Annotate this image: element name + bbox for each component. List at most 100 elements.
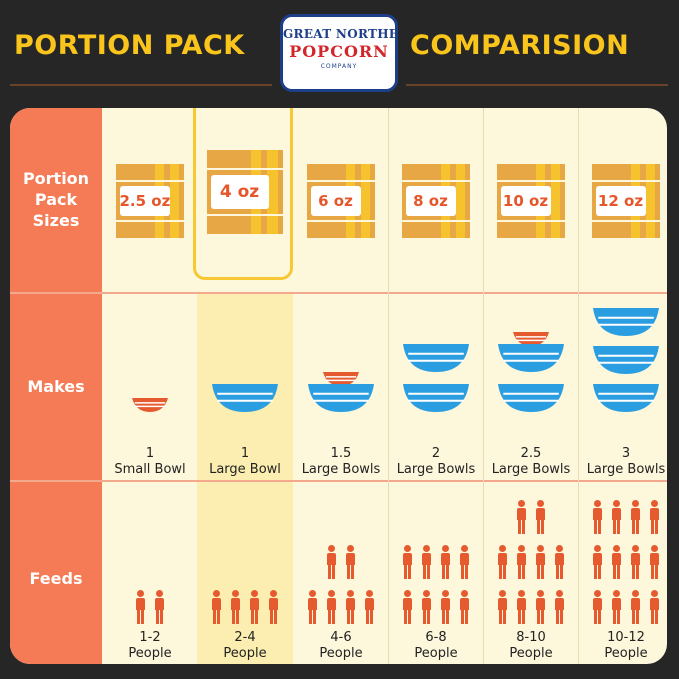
row-divider <box>10 480 667 482</box>
person-body <box>230 598 240 610</box>
person-leg <box>498 609 502 624</box>
person-head <box>517 500 525 507</box>
person-body <box>535 508 545 520</box>
title-left: PORTION PACK <box>14 30 245 61</box>
row-label-sidebar: Portion Pack Sizes Makes Feeds <box>10 108 102 664</box>
makes-caption: 1 Small Bowl <box>102 446 198 478</box>
person-icon <box>649 590 659 624</box>
person-leg <box>521 519 525 534</box>
person-head <box>403 590 411 597</box>
portion-pack: 10 oz <box>496 164 565 238</box>
person-icon <box>211 590 221 624</box>
person-body <box>249 598 259 610</box>
makes-caption: 1 Large Bowl <box>197 446 293 478</box>
person-leg <box>155 609 159 624</box>
title-right: COMPARISION <box>410 30 630 61</box>
person-icon <box>497 590 507 624</box>
person-leg <box>612 564 616 579</box>
decorative-line <box>406 84 668 86</box>
person-head <box>231 590 239 597</box>
feeds-count: 1-2 <box>139 630 161 645</box>
person-leg <box>517 519 521 534</box>
person-icon <box>649 545 659 579</box>
header: PORTION PACK GREAT NORTHERN POPCORN COMP… <box>0 0 679 100</box>
column-divider <box>578 108 579 664</box>
person-head <box>269 590 277 597</box>
row-label-makes: Makes <box>27 377 85 396</box>
person-leg <box>441 609 445 624</box>
person-head <box>327 590 335 597</box>
pack-seam <box>306 220 375 223</box>
pack-seam <box>206 168 283 171</box>
makes-caption: 3 Large Bowls <box>578 446 667 478</box>
person-leg <box>350 609 354 624</box>
feeds-caption: 2-4 People <box>197 630 293 662</box>
person-leg <box>403 564 407 579</box>
logo-line-2: POPCORN <box>289 42 389 61</box>
person-leg <box>650 564 654 579</box>
pack-size-label: 2.5 oz <box>119 186 170 216</box>
person-leg <box>445 609 449 624</box>
person-leg <box>650 609 654 624</box>
person-leg <box>327 609 331 624</box>
pack-seam <box>591 180 660 183</box>
person-leg <box>331 609 335 624</box>
person-leg <box>269 609 273 624</box>
person-leg <box>250 609 254 624</box>
person-body <box>459 598 469 610</box>
person-leg <box>365 609 369 624</box>
bowl-unit: Large Bowls <box>491 462 571 477</box>
small-bowl <box>322 372 359 386</box>
person-leg <box>517 609 521 624</box>
person-body <box>440 598 450 610</box>
person-body <box>649 553 659 565</box>
person-icon <box>611 500 621 534</box>
person-leg <box>460 564 464 579</box>
large-bowl <box>211 384 278 412</box>
feeds-unit: People <box>414 646 458 661</box>
large-bowl <box>402 344 469 372</box>
person-icon <box>402 590 412 624</box>
feeds-count: 8-10 <box>516 630 546 645</box>
person-head <box>327 545 335 552</box>
person-body <box>326 598 336 610</box>
person-leg <box>231 609 235 624</box>
person-icon <box>364 590 374 624</box>
person-head <box>498 545 506 552</box>
person-icon <box>516 545 526 579</box>
person-icon <box>592 545 602 579</box>
person-icon <box>421 590 431 624</box>
person-icon <box>440 545 450 579</box>
person-leg <box>559 564 563 579</box>
person-leg <box>654 564 658 579</box>
person-icon <box>535 545 545 579</box>
person-body <box>649 598 659 610</box>
person-body <box>630 553 640 565</box>
brand-logo: GREAT NORTHERN POPCORN COMPANY <box>280 14 398 92</box>
makes-caption: 2.5 Large Bowls <box>483 446 579 478</box>
person-head <box>498 590 506 597</box>
person-icon <box>440 590 450 624</box>
person-leg <box>612 519 616 534</box>
person-body <box>630 508 640 520</box>
person-leg <box>635 519 639 534</box>
person-leg <box>403 609 407 624</box>
person-head <box>346 545 354 552</box>
large-bowl <box>592 346 659 374</box>
person-head <box>517 545 525 552</box>
person-leg <box>212 609 216 624</box>
person-icon <box>402 545 412 579</box>
person-leg <box>555 564 559 579</box>
feeds-caption: 10-12 People <box>578 630 667 662</box>
person-body <box>402 553 412 565</box>
pack-stripe <box>550 164 561 238</box>
person-leg <box>631 564 635 579</box>
person-icon <box>592 500 602 534</box>
person-leg <box>136 609 140 624</box>
person-icon <box>421 545 431 579</box>
person-leg <box>464 564 468 579</box>
bowl-unit: Large Bowls <box>396 462 476 477</box>
person-head <box>536 545 544 552</box>
pack-stripe <box>267 150 278 234</box>
logo-line-1: GREAT NORTHERN <box>283 27 398 41</box>
